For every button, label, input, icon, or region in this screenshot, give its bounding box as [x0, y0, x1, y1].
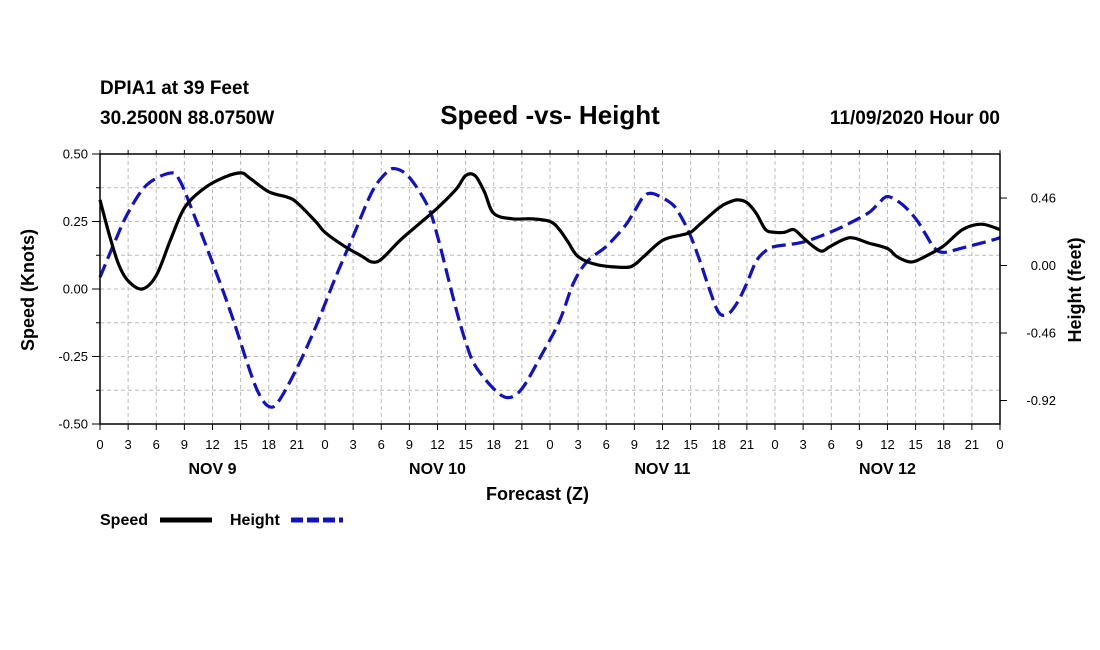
x-tick-label: 18: [487, 437, 501, 452]
x-tick-label: 0: [321, 437, 328, 452]
x-tick-label: 12: [205, 437, 219, 452]
day-label: NOV 12: [859, 461, 916, 478]
x-tick-label: 9: [181, 437, 188, 452]
x-tick-label: 3: [350, 437, 357, 452]
y-tick-label: -0.25: [58, 349, 88, 364]
x-axis-label: Forecast (Z): [486, 484, 589, 504]
x-tick-label: 12: [655, 437, 669, 452]
x-tick-label: 0: [996, 437, 1003, 452]
x-tick-labels: 0 3 6 9 12 15 18 21 0 3 6 9 12 15 18 21 0 3 6 9 12 15 18 21 0 3 6 9…: [96, 437, 1003, 452]
x-tick-label: 18: [937, 437, 951, 452]
x-tick-label: 6: [603, 437, 610, 452]
legend-speed-label: Speed: [100, 512, 148, 529]
legend: Speed Height: [100, 512, 343, 529]
y2-tick-label: -0.92: [1026, 393, 1056, 408]
x-tick-label: 21: [740, 437, 754, 452]
y2-tick-label: 0.46: [1031, 191, 1056, 206]
x-tick-label: 18: [712, 437, 726, 452]
x-tick-label: 0: [771, 437, 778, 452]
day-label: NOV 9: [188, 461, 236, 478]
x-tick-label: 6: [153, 437, 160, 452]
x-tick-label: 6: [378, 437, 385, 452]
y2-tick-label: -0.46: [1026, 326, 1056, 341]
station-label: DPIA1 at 39 Feet: [100, 78, 250, 99]
x-tick-label: 15: [233, 437, 247, 452]
day-label: NOV 11: [634, 461, 690, 478]
day-labels: NOV 9 NOV 10 NOV 11 NOV 12: [188, 461, 916, 478]
x-tick-label: 3: [575, 437, 582, 452]
grid-lines: [100, 154, 1000, 424]
series-line-speed: [98, 171, 1001, 291]
y-axis-label: Speed (Knots): [18, 229, 38, 351]
chart-title: Speed -vs- Height: [440, 100, 660, 130]
day-label: NOV 10: [409, 461, 466, 478]
y-tick-label: 0.25: [63, 214, 88, 229]
y2-axis-label: Height (feet): [1065, 238, 1085, 343]
y-tick-label: 0.00: [63, 282, 88, 297]
x-tick-label: 18: [262, 437, 276, 452]
x-tick-label: 15: [908, 437, 922, 452]
x-tick-label: 9: [631, 437, 638, 452]
x-tick-label: 21: [965, 437, 979, 452]
y2-tick-labels: 0.46 0.00 -0.46 -0.92: [1026, 191, 1056, 408]
x-tick-label: 6: [828, 437, 835, 452]
x-tick-label: 12: [430, 437, 444, 452]
x-tick-label: 15: [458, 437, 472, 452]
x-tick-label: 9: [856, 437, 863, 452]
forecast-timestamp: 11/09/2020 Hour 00: [830, 108, 1000, 129]
y-tick-label: -0.50: [58, 417, 88, 432]
x-tick-label: 9: [406, 437, 413, 452]
x-tick-label: 15: [683, 437, 697, 452]
x-tick-label: 12: [880, 437, 894, 452]
x-tick-label: 0: [546, 437, 553, 452]
x-tick-label: 21: [515, 437, 529, 452]
x-tick-label: 3: [800, 437, 807, 452]
data-lines: [98, 166, 1001, 409]
plot-frame: [99, 153, 1001, 425]
series-line-height: [98, 166, 1001, 409]
legend-height-label: Height: [230, 512, 280, 529]
x-tick-label: 21: [290, 437, 304, 452]
y2-tick-label: 0.00: [1031, 258, 1056, 273]
x-tick-label: 3: [125, 437, 132, 452]
station-coords: 30.2500N 88.0750W: [100, 108, 274, 129]
x-tick-label: 0: [96, 437, 103, 452]
y-tick-labels: 0.50 0.25 0.00 -0.25 -0.50: [58, 147, 88, 432]
y-tick-label: 0.50: [63, 147, 88, 162]
